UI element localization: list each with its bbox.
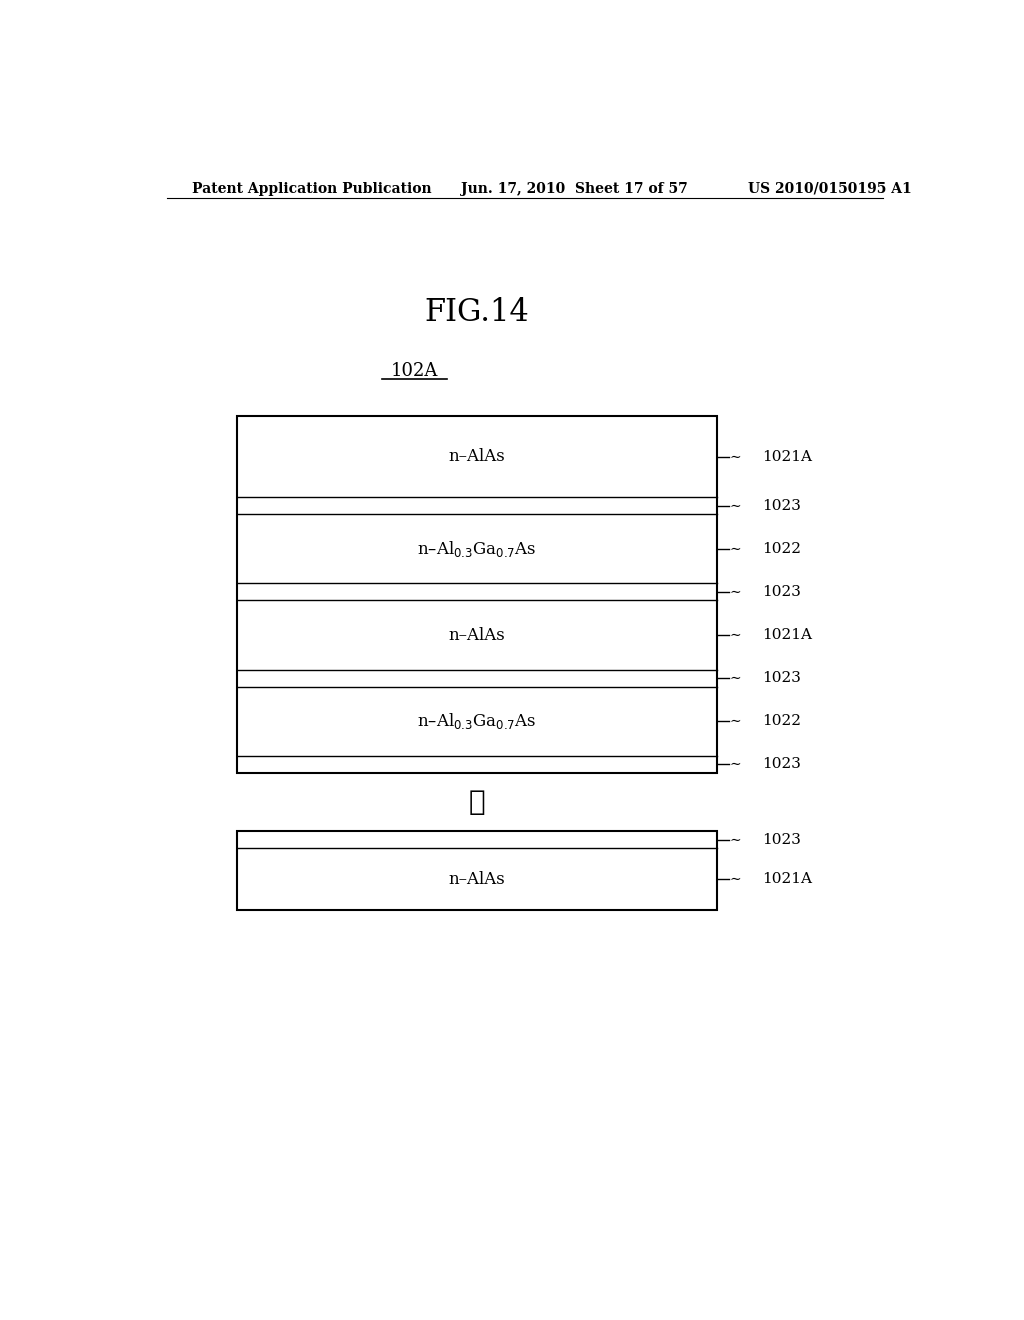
- Text: 1023: 1023: [762, 499, 801, 512]
- Text: FIG.14: FIG.14: [424, 297, 529, 327]
- Text: ∼: ∼: [729, 714, 741, 729]
- Text: 1021A: 1021A: [762, 628, 812, 642]
- Text: 1022: 1022: [762, 541, 801, 556]
- Text: Jun. 17, 2010  Sheet 17 of 57: Jun. 17, 2010 Sheet 17 of 57: [461, 182, 688, 195]
- Text: ⋮: ⋮: [468, 788, 485, 816]
- Text: ∼: ∼: [729, 833, 741, 847]
- Text: 1021A: 1021A: [762, 450, 812, 463]
- Text: 1021A: 1021A: [762, 873, 812, 886]
- Text: 1023: 1023: [762, 585, 801, 599]
- Text: ∼: ∼: [729, 671, 741, 685]
- Text: 1023: 1023: [762, 671, 801, 685]
- Text: ∼: ∼: [729, 450, 741, 463]
- Text: n–AlAs: n–AlAs: [449, 627, 505, 644]
- Text: ∼: ∼: [729, 541, 741, 556]
- Text: ∼: ∼: [729, 873, 741, 886]
- Text: 102A: 102A: [391, 363, 438, 380]
- Text: n–AlAs: n–AlAs: [449, 871, 505, 887]
- Text: ∼: ∼: [729, 628, 741, 642]
- Bar: [237, 832, 717, 909]
- Text: ∼: ∼: [729, 499, 741, 512]
- Text: 1022: 1022: [762, 714, 801, 729]
- Text: ∼: ∼: [729, 585, 741, 599]
- Text: 1023: 1023: [762, 833, 801, 847]
- Bar: [237, 416, 717, 774]
- Text: n–Al$_{0.3}$Ga$_{0.7}$As: n–Al$_{0.3}$Ga$_{0.7}$As: [418, 539, 537, 558]
- Text: Patent Application Publication: Patent Application Publication: [191, 182, 431, 195]
- Text: ∼: ∼: [729, 758, 741, 771]
- Text: n–AlAs: n–AlAs: [449, 449, 505, 465]
- Text: US 2010/0150195 A1: US 2010/0150195 A1: [748, 182, 911, 195]
- Text: n–Al$_{0.3}$Ga$_{0.7}$As: n–Al$_{0.3}$Ga$_{0.7}$As: [418, 711, 537, 731]
- Text: 1023: 1023: [762, 758, 801, 771]
